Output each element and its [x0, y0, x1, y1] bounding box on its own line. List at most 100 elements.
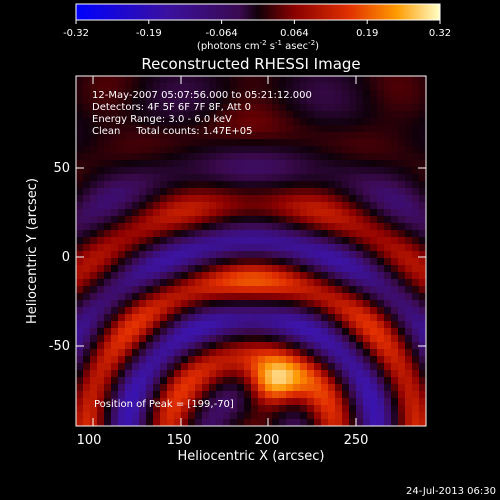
heatmap-cell	[104, 314, 112, 322]
info-line-time: 12-May-2007 05:07:56.000 to 05:21:12.000	[92, 90, 312, 101]
heatmap-cell	[293, 223, 301, 231]
heatmap-cell	[258, 76, 266, 84]
heatmap-cell	[349, 139, 357, 147]
heatmap-cell	[412, 83, 420, 91]
heatmap-cell	[349, 391, 357, 399]
heatmap-cell	[272, 132, 280, 140]
heatmap-cell	[300, 405, 308, 413]
heatmap-cell	[349, 111, 357, 119]
heatmap-cell	[412, 97, 420, 105]
heatmap-cell	[195, 244, 203, 252]
heatmap-cell	[230, 146, 238, 154]
heatmap-cell	[363, 244, 371, 252]
heatmap-cell	[216, 384, 224, 392]
heatmap-cell	[160, 272, 168, 280]
heatmap-cell	[223, 104, 231, 112]
heatmap-cell	[286, 118, 294, 126]
info-line-detectors: Detectors: 4F 5F 6F 7F 8F, Att 0	[92, 102, 251, 113]
heatmap-cell	[76, 216, 84, 224]
heatmap-cell	[181, 139, 189, 147]
heatmap-cell	[139, 195, 147, 203]
heatmap-cell	[125, 132, 133, 140]
heatmap-cell	[76, 125, 84, 133]
heatmap-cell	[342, 286, 350, 294]
heatmap-cell	[97, 97, 105, 105]
heatmap-cell	[335, 83, 343, 91]
heatmap-cell	[132, 384, 140, 392]
heatmap-cell	[335, 244, 343, 252]
heatmap-cell	[202, 132, 210, 140]
heatmap-cell	[405, 377, 413, 385]
heatmap-cell	[90, 314, 98, 322]
heatmap-cell	[195, 237, 203, 245]
heatmap-cell	[342, 188, 350, 196]
heatmap-cell	[216, 209, 224, 217]
heatmap-cell	[223, 412, 231, 420]
heatmap-cell	[405, 195, 413, 203]
heatmap-cell	[279, 405, 287, 413]
heatmap-cell	[293, 216, 301, 224]
heatmap-cell	[111, 384, 119, 392]
heatmap-cell	[104, 223, 112, 231]
heatmap-cell	[125, 391, 133, 399]
heatmap-cell	[412, 335, 420, 343]
heatmap-cell	[328, 118, 336, 126]
heatmap-cell	[90, 90, 98, 98]
heatmap-cell	[300, 153, 308, 161]
heatmap-cell	[118, 300, 126, 308]
heatmap-cell	[314, 202, 322, 210]
heatmap-cell	[146, 335, 154, 343]
heatmap-cell	[195, 314, 203, 322]
heatmap-cell	[139, 279, 147, 287]
heatmap-cell	[342, 181, 350, 189]
heatmap-cell	[132, 153, 140, 161]
heatmap-cell	[328, 391, 336, 399]
heatmap-cell	[258, 230, 266, 238]
heatmap-cell	[223, 146, 231, 154]
heatmap-cell	[132, 349, 140, 357]
heatmap-cell	[118, 412, 126, 420]
heatmap-cell	[356, 258, 364, 266]
heatmap-cell	[202, 419, 210, 426]
heatmap-cell	[83, 391, 91, 399]
heatmap-cell	[118, 258, 126, 266]
heatmap-cell	[125, 104, 133, 112]
heatmap-cell	[356, 391, 364, 399]
heatmap-cell	[237, 76, 245, 84]
heatmap-cell	[139, 370, 147, 378]
heatmap-cell	[104, 202, 112, 210]
heatmap-cell	[251, 272, 259, 280]
heatmap-cell	[398, 314, 406, 322]
heatmap-cell	[328, 272, 336, 280]
heatmap-cell	[76, 377, 84, 385]
heatmap-cell	[370, 230, 378, 238]
heatmap-cell	[216, 181, 224, 189]
heatmap-cell	[244, 83, 252, 91]
heatmap-cell	[272, 328, 280, 336]
heatmap-cell	[167, 167, 175, 175]
colorbar-tick-label: -0.19	[136, 28, 162, 39]
heatmap-cell	[216, 419, 224, 426]
heatmap-cell	[188, 195, 196, 203]
heatmap-cell	[230, 272, 238, 280]
heatmap-cell	[195, 146, 203, 154]
heatmap-cell	[181, 230, 189, 238]
heatmap-cell	[356, 195, 364, 203]
heatmap-cell	[405, 132, 413, 140]
heatmap-cell	[153, 314, 161, 322]
heatmap-cell	[216, 272, 224, 280]
heatmap-cell	[272, 384, 280, 392]
heatmap-cell	[118, 391, 126, 399]
heatmap-cell	[237, 146, 245, 154]
heatmap-cell	[279, 377, 287, 385]
heatmap-cell	[104, 384, 112, 392]
heatmap-cell	[279, 419, 287, 426]
heatmap-cell	[384, 349, 392, 357]
heatmap-cell	[335, 272, 343, 280]
heatmap-cell	[146, 370, 154, 378]
heatmap-cell	[83, 258, 91, 266]
heatmap-cell	[349, 237, 357, 245]
heatmap-cell	[314, 118, 322, 126]
heatmap-cell	[195, 398, 203, 406]
heatmap-cell	[83, 118, 91, 126]
